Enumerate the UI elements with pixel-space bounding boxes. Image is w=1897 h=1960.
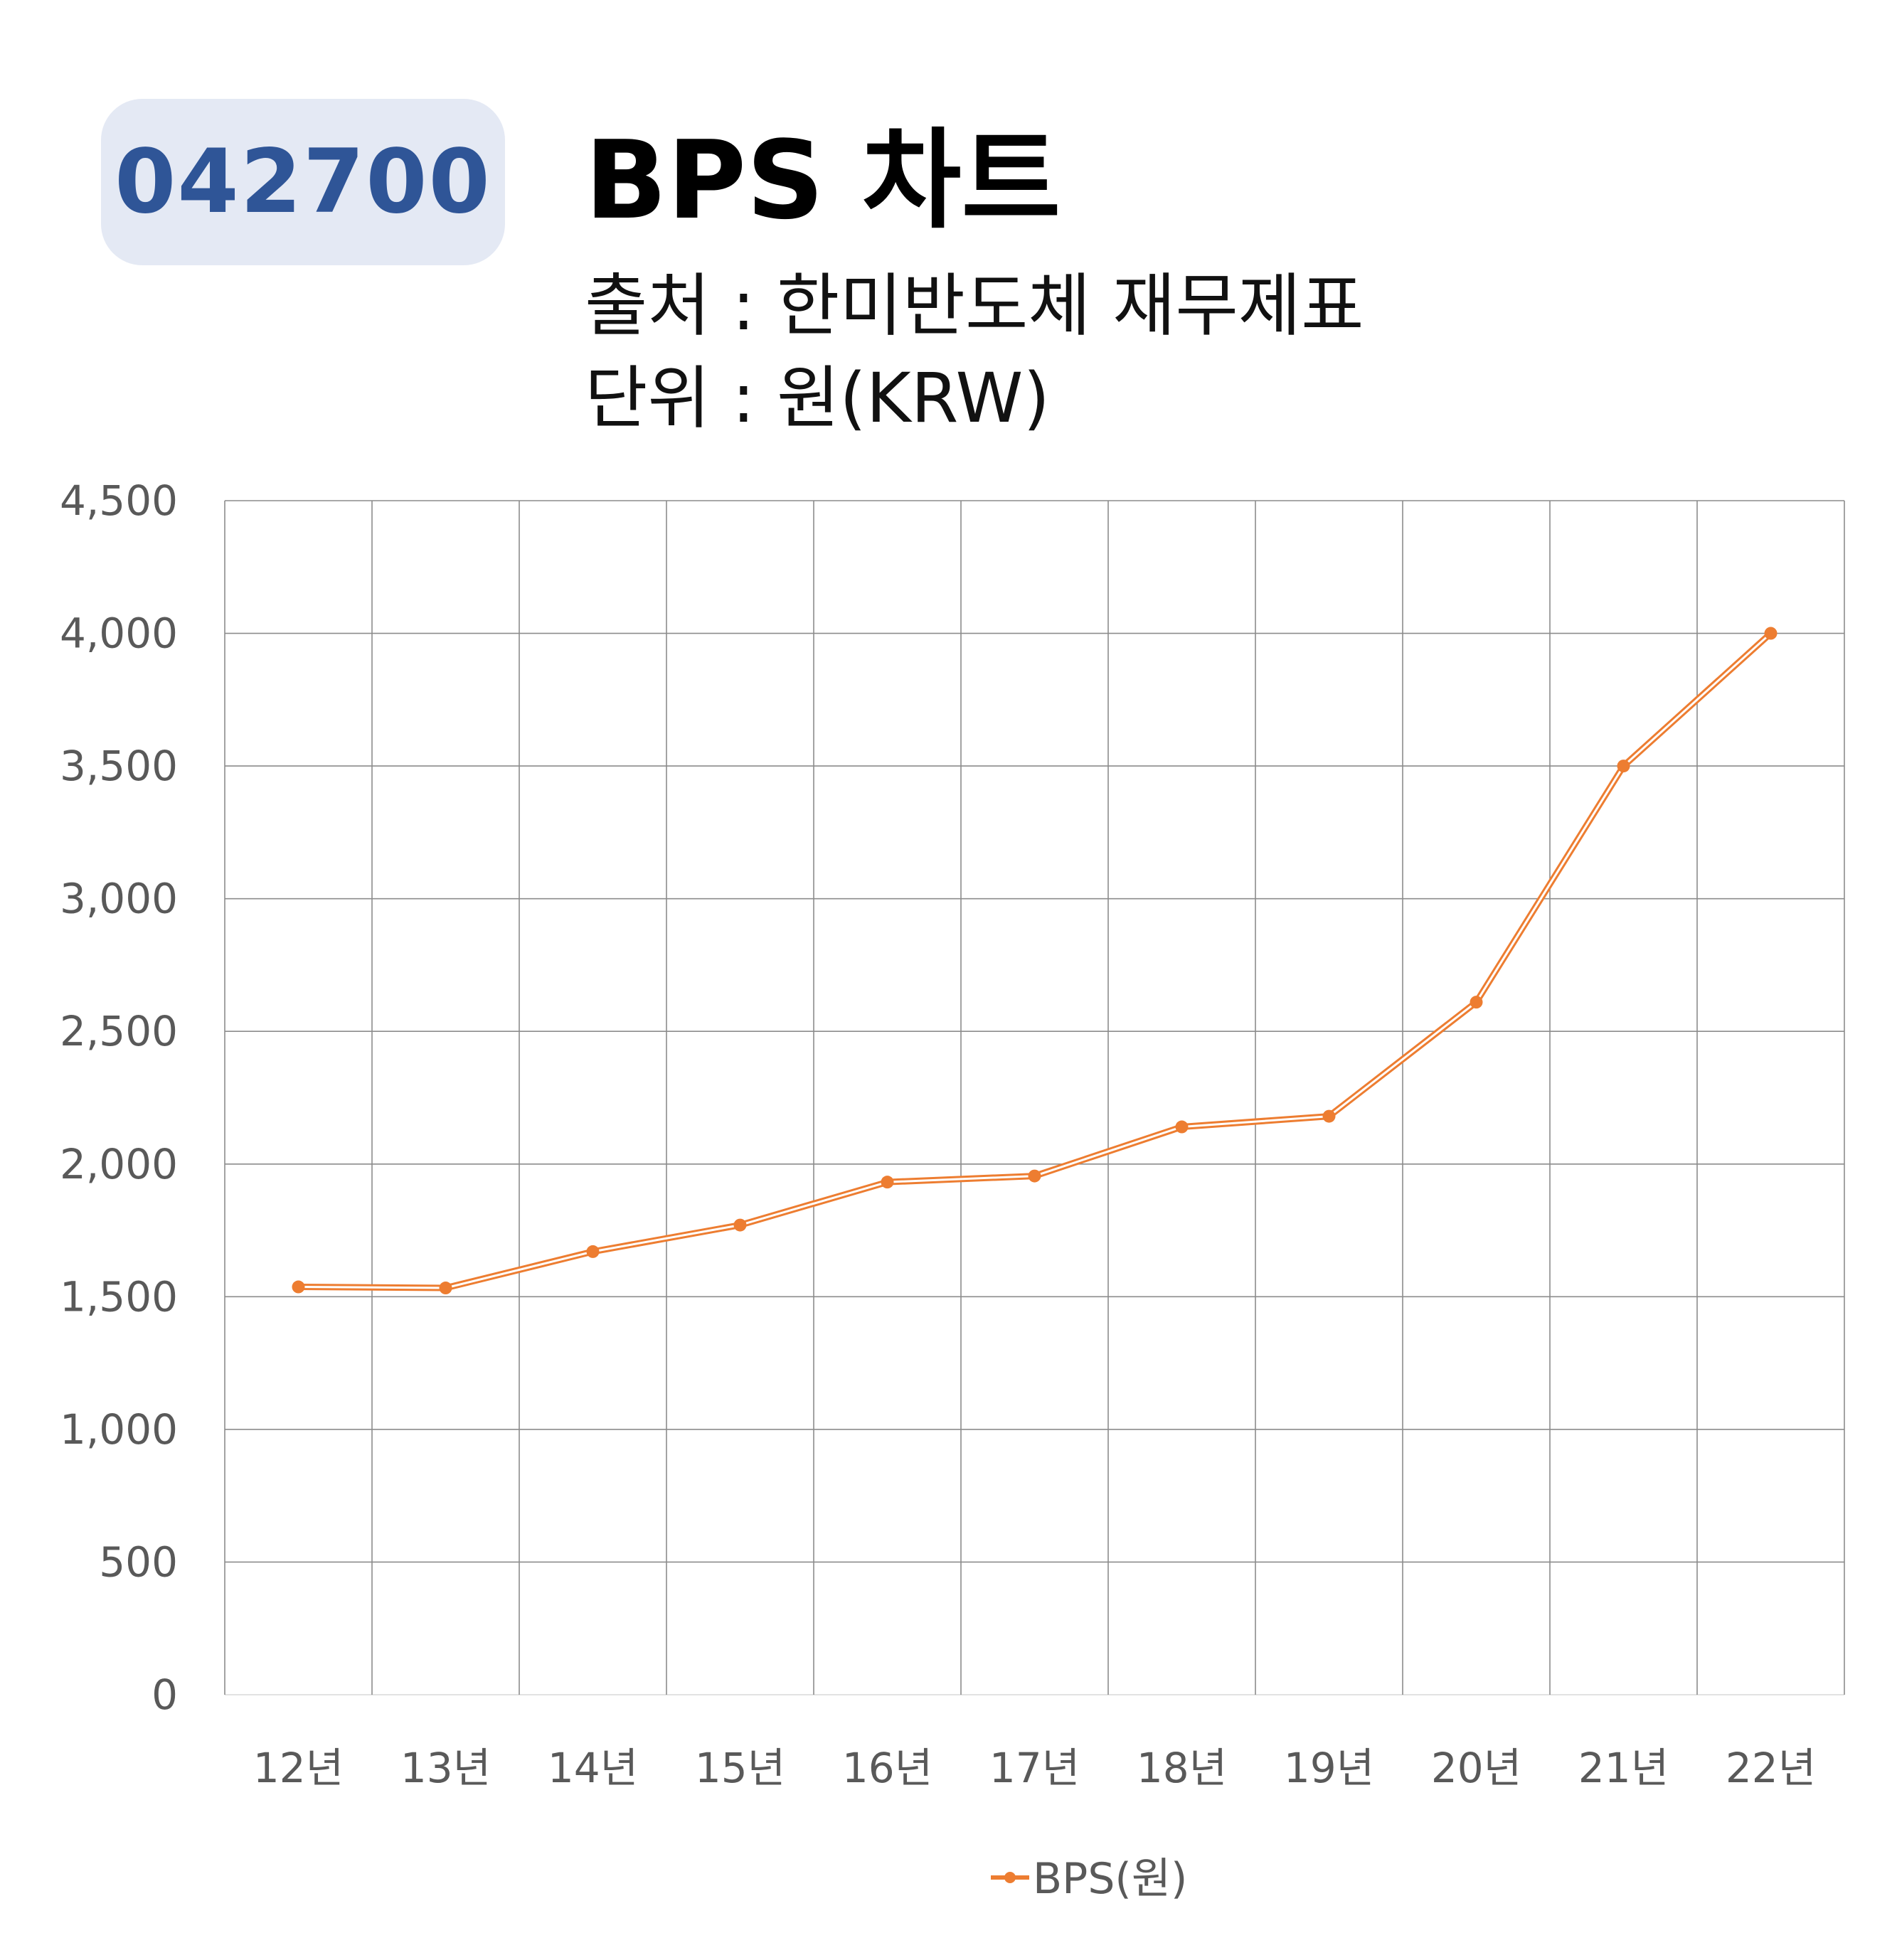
- data-point: [586, 1245, 600, 1258]
- x-tick-label: 12년: [253, 1744, 344, 1792]
- data-point: [733, 1218, 747, 1232]
- y-tick-label: 3,500: [60, 742, 178, 790]
- chart-title: BPS 차트: [585, 117, 1061, 243]
- data-point: [292, 1280, 305, 1294]
- data-point: [1470, 996, 1483, 1009]
- unit-label: 단위 : 원(KRW): [585, 358, 1050, 438]
- legend: BPS(원): [991, 1854, 1187, 1904]
- data-point: [881, 1176, 894, 1189]
- data-point: [1175, 1120, 1189, 1134]
- data-point: [439, 1282, 452, 1295]
- x-axis-labels: 12년 13년 14년 15년 16년 17년 18년 19년 20년 21년 22년: [253, 1744, 1816, 1792]
- y-tick-label: 2,500: [60, 1007, 178, 1055]
- y-tick-label: 4,500: [60, 476, 178, 525]
- y-axis-labels: 0 500 1,000 1,500 2,000 2,500 3,000 3,500 4,000 4…: [60, 476, 178, 1719]
- data-point: [1322, 1109, 1336, 1123]
- y-tick-label: 0: [152, 1671, 178, 1719]
- x-tick-label: 18년: [1137, 1744, 1227, 1792]
- x-tick-label: 21년: [1578, 1744, 1669, 1792]
- grid-lines: [224, 500, 1845, 1695]
- x-tick-label: 16년: [842, 1744, 932, 1792]
- y-tick-label: 2,000: [60, 1140, 178, 1188]
- x-tick-label: 22년: [1726, 1744, 1816, 1792]
- data-point: [1028, 1169, 1041, 1183]
- x-tick-label: 14년: [548, 1744, 638, 1792]
- stock-code-badge: 042700: [101, 99, 505, 265]
- series-bps: [292, 627, 1778, 1295]
- data-point: [1764, 627, 1778, 640]
- x-tick-label: 13년: [400, 1744, 491, 1792]
- y-tick-label: 4,000: [60, 609, 178, 658]
- y-tick-label: 1,000: [60, 1405, 178, 1454]
- x-tick-label: 19년: [1284, 1744, 1374, 1792]
- legend-swatch-marker: [1004, 1872, 1016, 1883]
- x-tick-label: 17년: [989, 1744, 1080, 1792]
- y-tick-label: 1,500: [60, 1272, 178, 1321]
- y-tick-label: 3,000: [60, 875, 178, 923]
- legend-label: BPS(원): [1033, 1854, 1187, 1904]
- data-point: [1617, 760, 1630, 773]
- source-label: 출처 : 한미반도체 재무제표: [585, 266, 1364, 346]
- x-tick-label: 15년: [695, 1744, 785, 1792]
- stock-code: 042700: [115, 131, 491, 233]
- y-tick-label: 500: [99, 1538, 178, 1586]
- x-tick-label: 20년: [1431, 1744, 1521, 1792]
